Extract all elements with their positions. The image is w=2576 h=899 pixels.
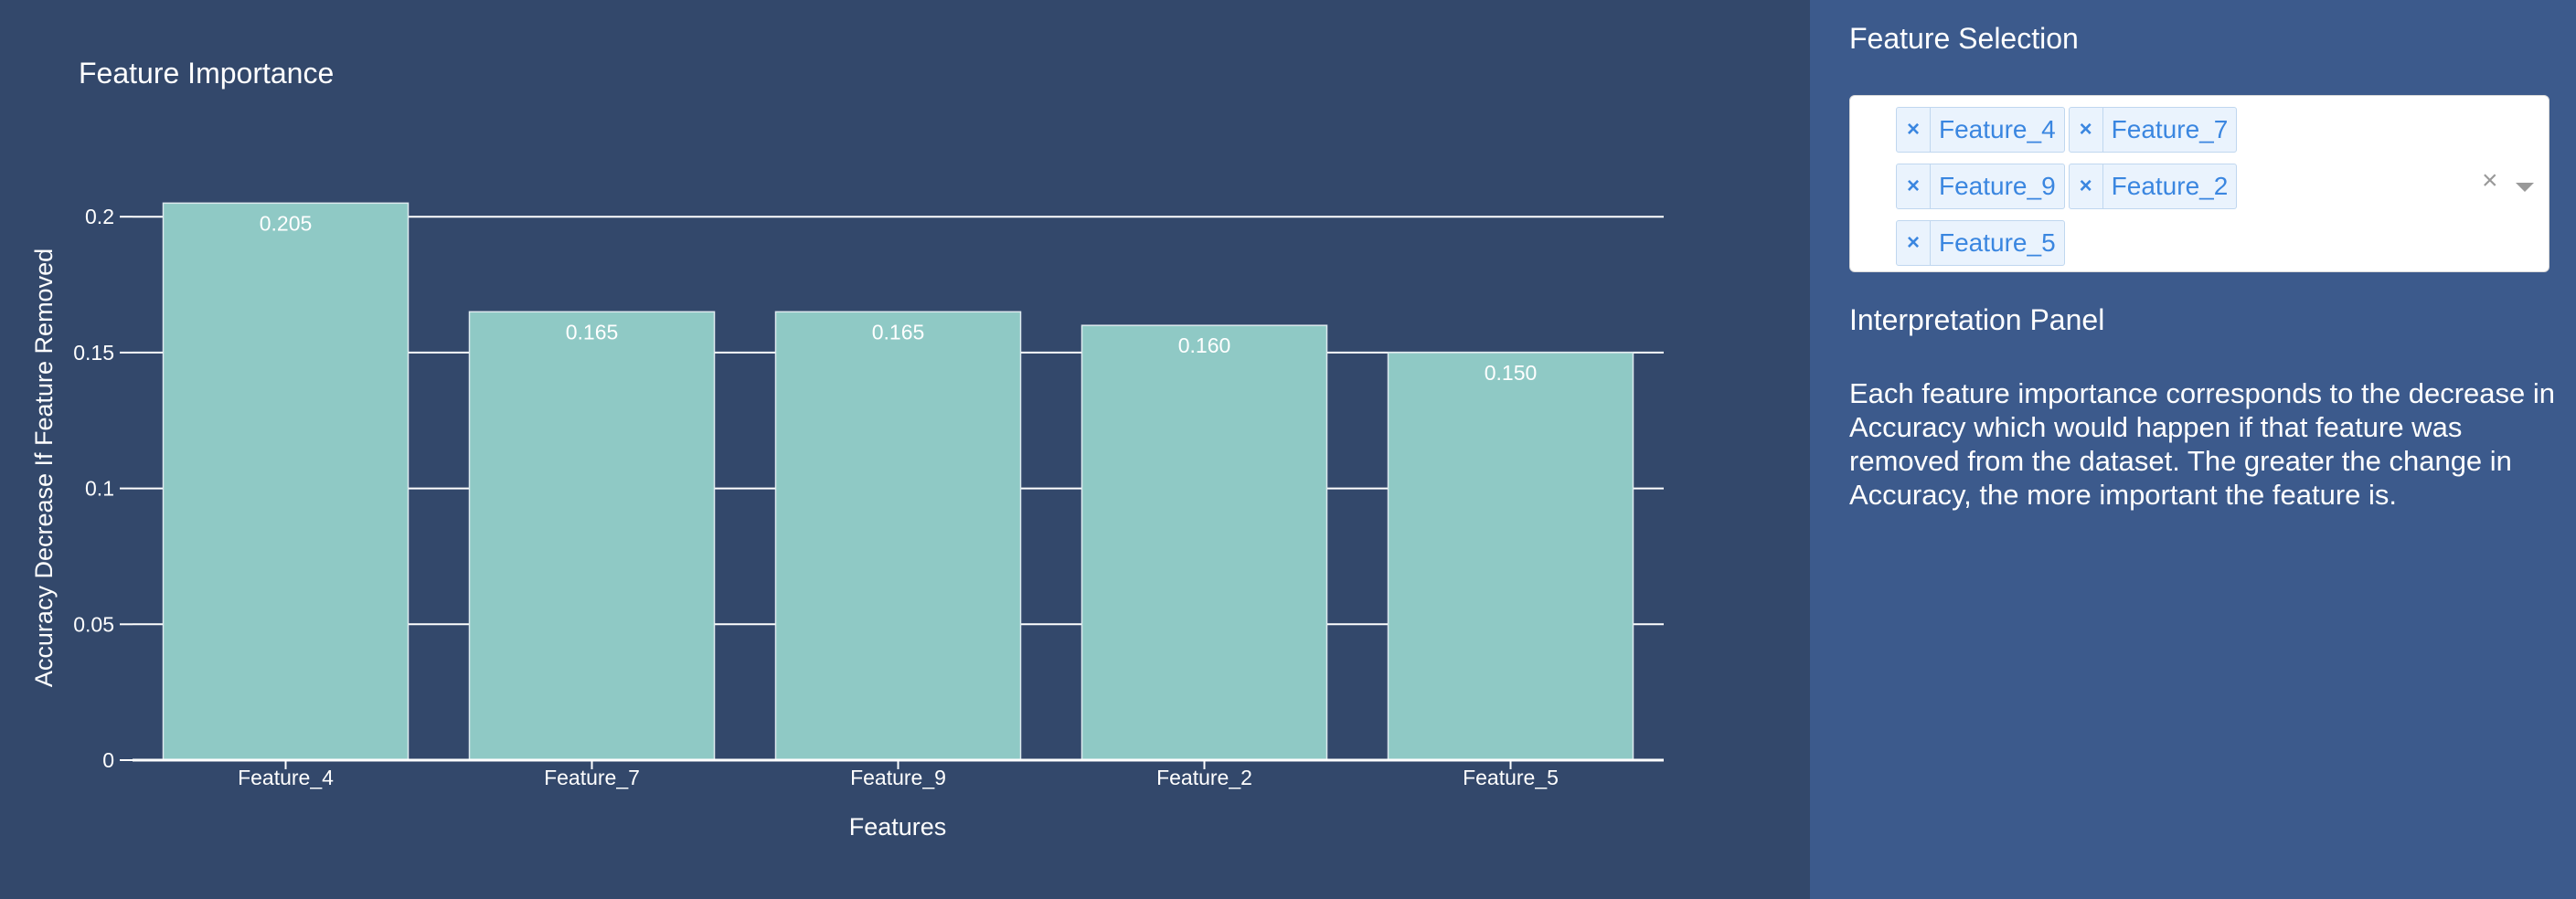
selected-features: × Feature_4 × Feature_7 × Feature_9 × Feature_2… [1896,107,2280,277]
bar[interactable] [774,311,1022,761]
feature-chip[interactable]: × Feature_7 [2068,107,2238,153]
bar-value-label: 0.205 [260,211,313,235]
x-tick-label: Feature_2 [1156,766,1252,789]
feature-importance-chart: Feature Importance 0.205 0.165 0.165 0.160 0… [30,57,1664,841]
feature-selection-title: Feature Selection [1849,22,2079,55]
remove-chip-icon[interactable]: × [1897,108,1931,152]
side-panel: Feature Selection × Feature_4 × Feature_7 × F… [1810,0,2576,899]
y-tick-label: 0.2 [85,205,114,228]
bar-labels: 0.205 0.165 0.165 0.160 0.150 [260,211,1538,385]
feature-chip[interactable]: × Feature_9 [1896,164,2065,209]
chart-title: Feature Importance [79,57,334,90]
interpretation-title: Interpretation Panel [1849,303,2105,336]
x-tick-label: Feature_7 [544,766,640,789]
remove-chip-icon[interactable]: × [1897,221,1931,265]
x-axis-title: Features [849,813,947,841]
chip-label: Feature_7 [2111,115,2229,143]
bar-value-label: 0.150 [1485,361,1538,385]
feature-multiselect[interactable]: × Feature_4 × Feature_7 × Feature_9 × Feature_2… [1849,95,2549,272]
y-tick-label: 0.05 [73,612,114,636]
x-axis-ticks: Feature_4 Feature_7 Feature_9 Feature_2 Feat… [238,760,1559,789]
y-axis-ticks: 0 0.05 0.1 0.15 0.2 [73,205,133,772]
feature-chip[interactable]: × Feature_4 [1896,107,2065,153]
chip-label: Feature_2 [2111,172,2229,200]
remove-chip-icon[interactable]: × [1897,164,1931,208]
chip-label: Feature_4 [1939,115,2056,143]
remove-chip-icon[interactable]: × [2070,108,2103,152]
bar-value-label: 0.165 [872,320,925,344]
interpretation-text: Each feature importance corresponds to t… [1849,377,2556,511]
x-tick-label: Feature_9 [850,766,946,789]
clear-all-icon[interactable]: × [2482,165,2498,196]
bar[interactable] [1080,324,1328,761]
bar[interactable] [468,311,716,761]
x-tick-label: Feature_4 [238,766,334,789]
chevron-down-icon[interactable] [2516,183,2534,192]
y-tick-label: 0 [102,748,114,772]
y-tick-label: 0.15 [73,341,114,365]
bar-value-label: 0.160 [1178,333,1231,357]
bar[interactable] [1387,352,1634,761]
chip-label: Feature_5 [1939,228,2056,257]
bar-value-label: 0.165 [566,320,619,344]
remove-chip-icon[interactable]: × [2070,164,2103,208]
feature-chip[interactable]: × Feature_2 [2068,164,2238,209]
bar[interactable] [162,202,410,761]
y-tick-label: 0.1 [85,477,114,501]
chip-label: Feature_9 [1939,172,2056,200]
feature-chip[interactable]: × Feature_5 [1896,220,2065,266]
bars [162,202,1634,761]
x-tick-label: Feature_5 [1463,766,1559,789]
y-axis-title: Accuracy Decrease If Feature Removed [30,249,58,687]
